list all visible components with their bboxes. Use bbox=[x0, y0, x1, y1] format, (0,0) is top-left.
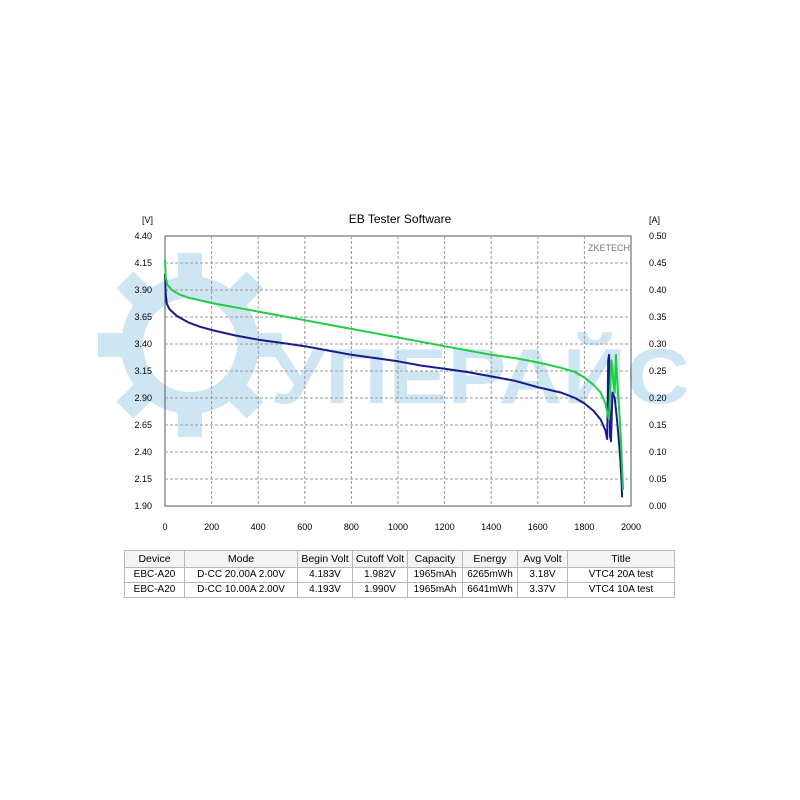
x-tick-label: 1200 bbox=[435, 522, 455, 532]
cell-title: VTC4 20A test bbox=[567, 567, 675, 583]
cell-avg-volt: 3.37V bbox=[517, 582, 568, 598]
cell-capacity: 1965mAh bbox=[407, 582, 463, 598]
header-avg-volt: Avg Volt bbox=[517, 550, 568, 568]
right-axis-unit: [A] bbox=[649, 215, 660, 225]
x-tick-label: 400 bbox=[251, 522, 266, 532]
cell-energy: 6641mWh bbox=[462, 582, 518, 598]
cell-device: EBC-A20 bbox=[124, 567, 185, 583]
x-tick-label: 2000 bbox=[621, 522, 641, 532]
y-right-tick-label: 0.10 bbox=[649, 447, 667, 457]
y-right-tick-label: 0.50 bbox=[649, 231, 667, 241]
y-left-tick-label: 4.40 bbox=[134, 231, 152, 241]
brand-background bbox=[589, 241, 629, 253]
y-left-tick-label: 3.40 bbox=[134, 339, 152, 349]
cell-cutoff-volt: 1.982V bbox=[352, 567, 408, 583]
y-right-tick-label: 0.25 bbox=[649, 366, 667, 376]
series-line-1 bbox=[164, 273, 624, 498]
series-layer bbox=[164, 259, 625, 498]
y-left-tick-label: 3.15 bbox=[134, 366, 152, 376]
y-left-tick-label: 2.15 bbox=[134, 474, 152, 484]
table-header-row: Device Mode Begin Volt Cutoff Volt Capac… bbox=[124, 550, 675, 568]
y-left-tick-label: 2.65 bbox=[134, 420, 152, 430]
table-row[interactable]: EBC-A20 D-CC 20.00A 2.00V 4.183V 1.982V … bbox=[124, 567, 675, 583]
y-right-tick-label: 0.20 bbox=[649, 393, 667, 403]
x-tick-label: 600 bbox=[297, 522, 312, 532]
cell-begin-volt: 4.183V bbox=[297, 567, 353, 583]
y-left-tick-label: 3.65 bbox=[134, 312, 152, 322]
header-device: Device bbox=[124, 550, 185, 568]
header-energy: Energy bbox=[462, 550, 518, 568]
watermark: УПЕРАЙС bbox=[98, 253, 690, 437]
x-tick-label: 0 bbox=[162, 522, 167, 532]
cell-mode: D-CC 20.00A 2.00V bbox=[184, 567, 298, 583]
cell-begin-volt: 4.193V bbox=[297, 582, 353, 598]
cell-device: EBC-A20 bbox=[124, 582, 185, 598]
x-tick-label: 1800 bbox=[574, 522, 594, 532]
cell-energy: 6265mWh bbox=[462, 567, 518, 583]
cell-capacity: 1965mAh bbox=[407, 567, 463, 583]
x-tick-label: 1400 bbox=[481, 522, 501, 532]
header-title: Title bbox=[567, 550, 675, 568]
header-begin-volt: Begin Volt bbox=[297, 550, 353, 568]
cell-cutoff-volt: 1.990V bbox=[352, 582, 408, 598]
y-right-tick-label: 0.30 bbox=[649, 339, 667, 349]
cell-mode: D-CC 10.00A 2.00V bbox=[184, 582, 298, 598]
chart-title: EB Tester Software bbox=[349, 212, 452, 226]
table-row[interactable]: EBC-A20 D-CC 10.00A 2.00V 4.193V 1.990V … bbox=[124, 582, 675, 598]
header-cutoff-volt: Cutoff Volt bbox=[352, 550, 408, 568]
brand-label: ZKETECH bbox=[588, 243, 630, 253]
x-tick-label: 200 bbox=[204, 522, 219, 532]
y-right-tick-label: 0.35 bbox=[649, 312, 667, 322]
y-right-tick-label: 0.00 bbox=[649, 501, 667, 511]
results-table: Device Mode Begin Volt Cutoff Volt Capac… bbox=[124, 550, 675, 598]
x-tick-label: 800 bbox=[344, 522, 359, 532]
y-left-tick-label: 3.90 bbox=[134, 285, 152, 295]
left-axis-unit: [V] bbox=[142, 215, 153, 225]
x-tick-label: 1600 bbox=[528, 522, 548, 532]
header-mode: Mode bbox=[184, 550, 298, 568]
y-left-tick-label: 4.15 bbox=[134, 258, 152, 268]
y-left-tick-label: 2.40 bbox=[134, 447, 152, 457]
y-right-tick-label: 0.40 bbox=[649, 285, 667, 295]
cell-title: VTC4 10A test bbox=[567, 582, 675, 598]
watermark-text: УПЕРАЙС bbox=[270, 332, 690, 420]
cell-avg-volt: 3.18V bbox=[517, 567, 568, 583]
y-right-tick-label: 0.05 bbox=[649, 474, 667, 484]
y-left-tick-label: 2.90 bbox=[134, 393, 152, 403]
gear-icon bbox=[98, 253, 282, 437]
grid bbox=[165, 236, 631, 506]
y-right-tick-label: 0.15 bbox=[649, 420, 667, 430]
tick-layer: 0 200 400 600 800 1000 1200 1400 1600 1800 2000 1.9… bbox=[134, 231, 666, 532]
series-line-2 bbox=[164, 259, 625, 490]
header-capacity: Capacity bbox=[407, 550, 463, 568]
y-right-tick-label: 0.45 bbox=[649, 258, 667, 268]
y-left-tick-label: 1.90 bbox=[134, 501, 152, 511]
x-tick-label: 1000 bbox=[388, 522, 408, 532]
